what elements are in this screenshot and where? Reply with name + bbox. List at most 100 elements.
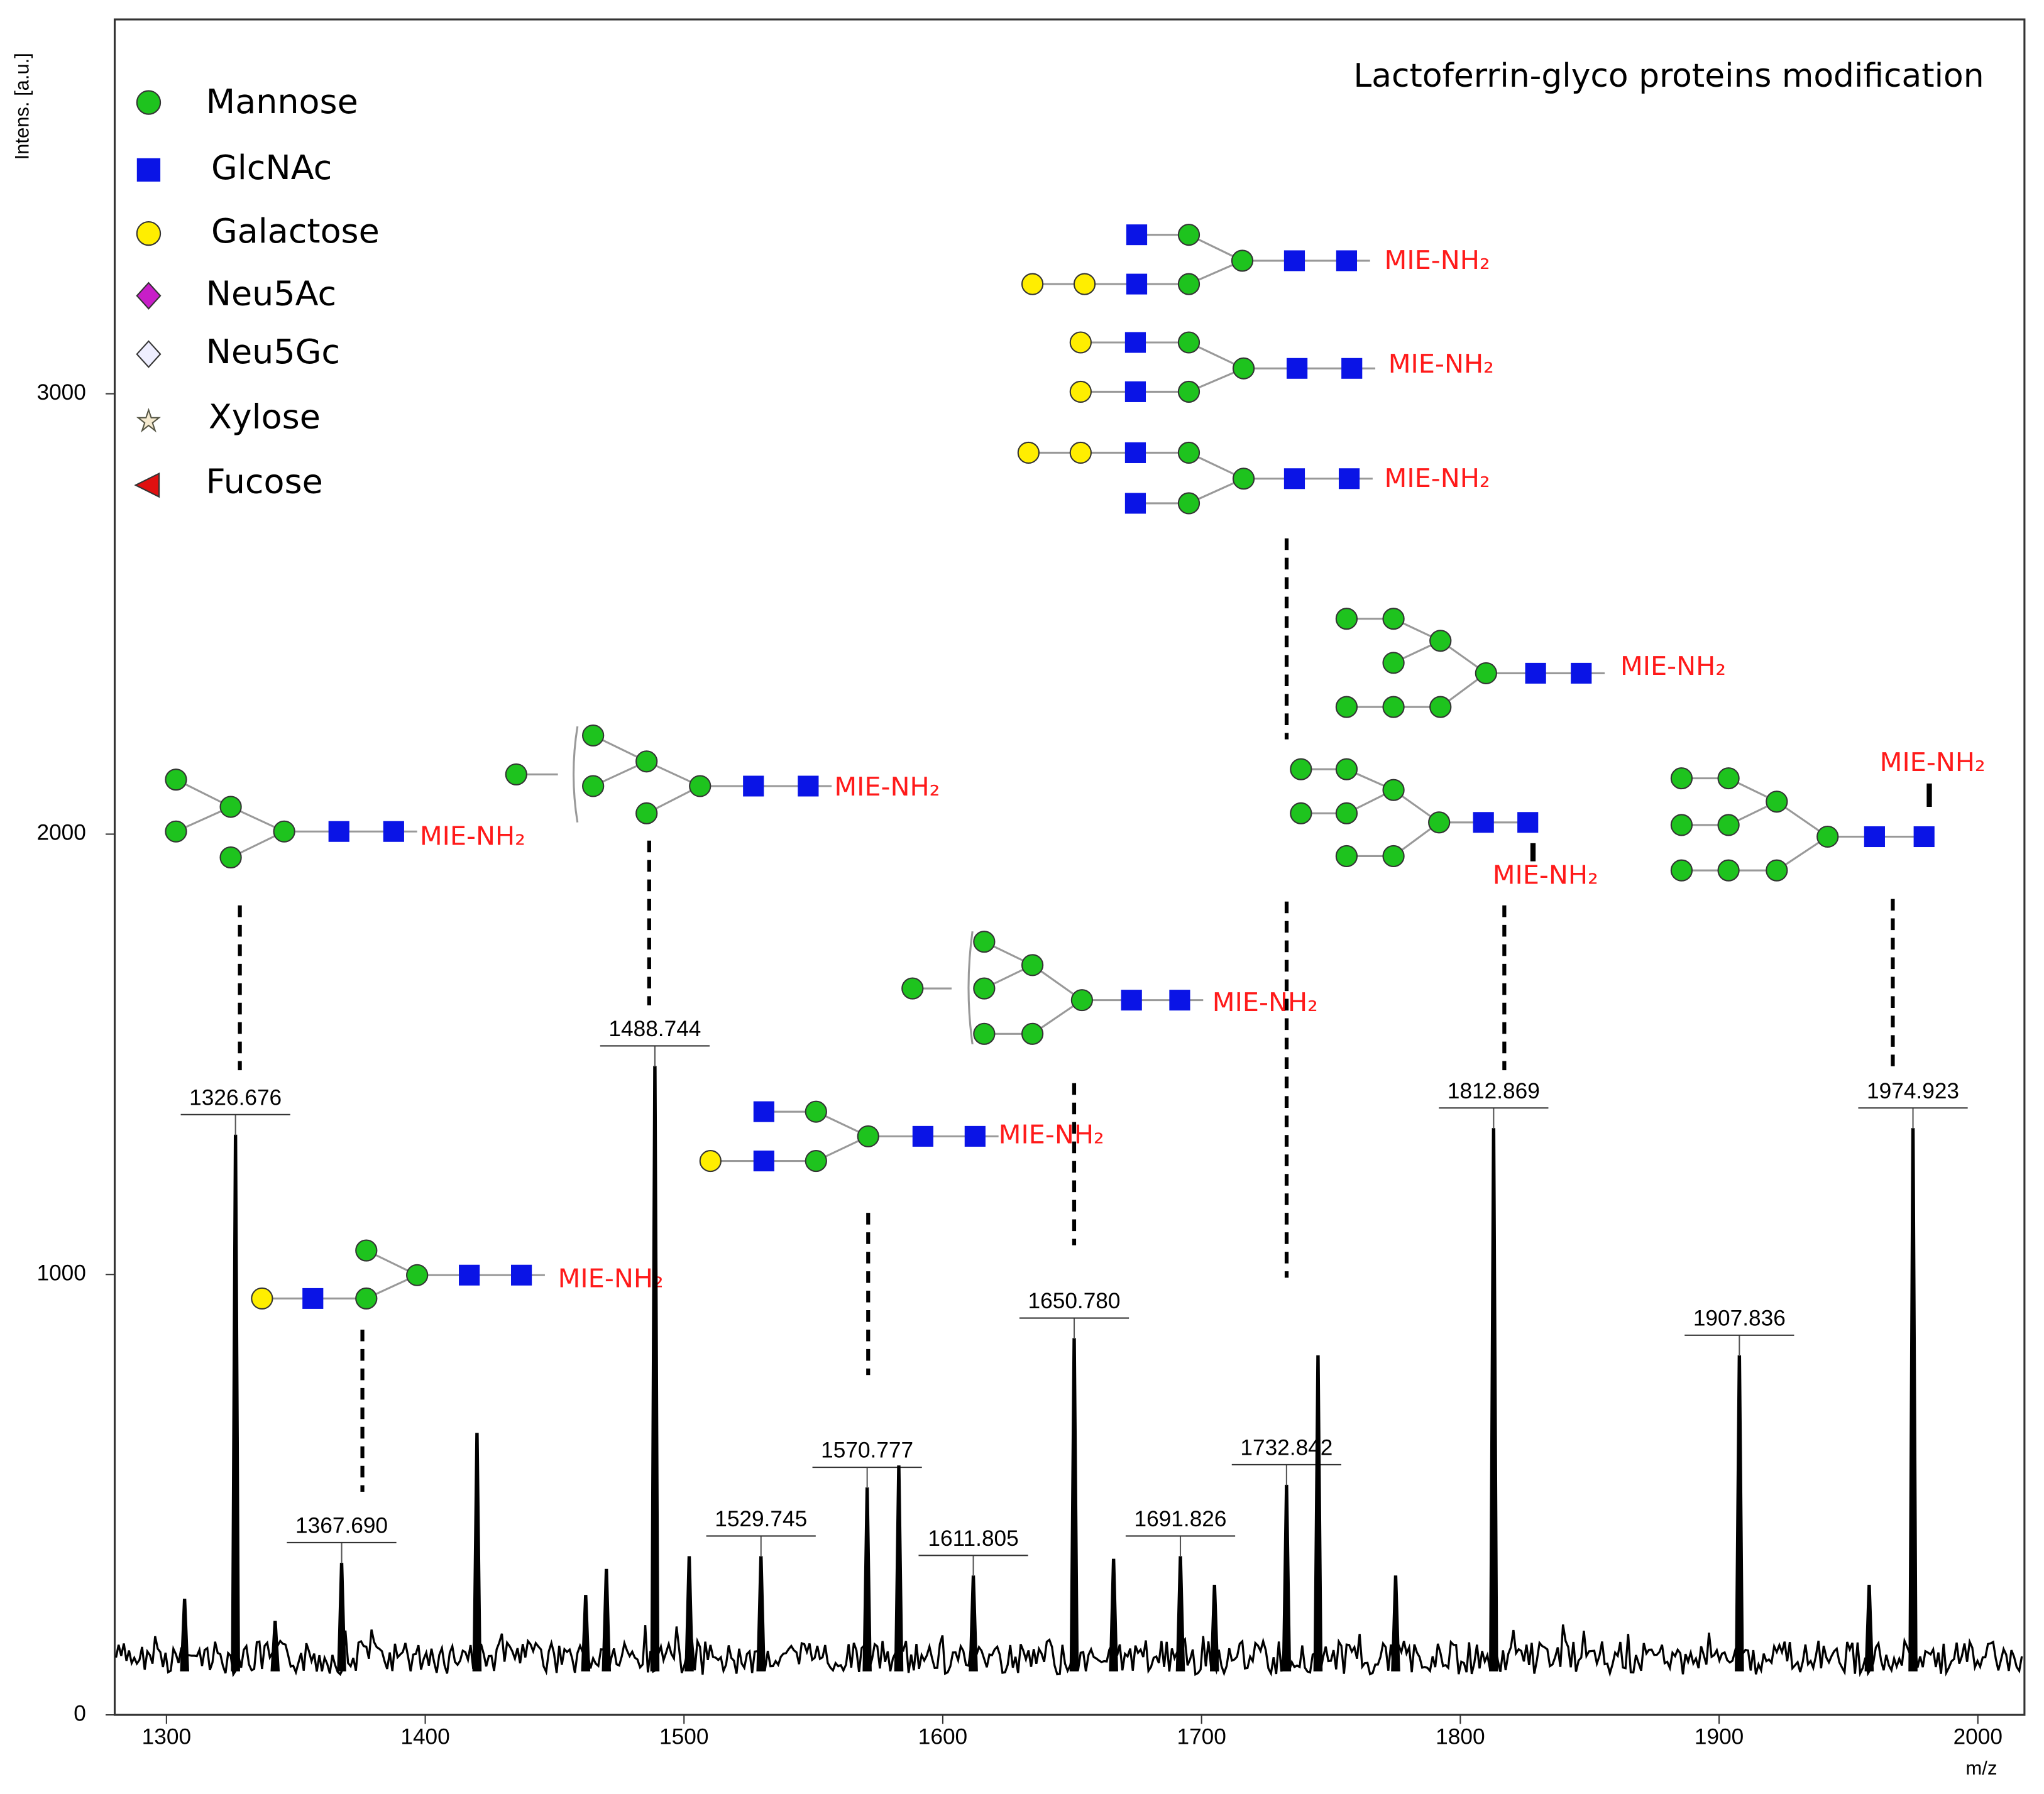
legend-label: Fucose bbox=[206, 462, 323, 501]
glcnac bbox=[1121, 990, 1142, 1011]
mannose bbox=[1290, 802, 1312, 824]
glcnac bbox=[1336, 250, 1358, 271]
glcnac bbox=[1124, 381, 1146, 402]
mannose bbox=[273, 820, 295, 843]
glycan-annotation: MIE-NH₂ bbox=[558, 1264, 664, 1294]
peak bbox=[862, 1487, 872, 1671]
mannose bbox=[973, 1022, 996, 1045]
plot-frame bbox=[113, 18, 2026, 1716]
galactose bbox=[1069, 441, 1092, 464]
peak bbox=[756, 1556, 766, 1671]
glycan-structures: MIE-NH₂ MIE-NH₂ MIE-NH₂ MIE-NH₂ MIE-NH₂ MIE-N… bbox=[165, 224, 1986, 1492]
mannose bbox=[1021, 954, 1044, 976]
mannose bbox=[406, 1264, 429, 1286]
glycan-annotation: MIE-NH₂ bbox=[1385, 245, 1490, 275]
mannose bbox=[1382, 779, 1405, 801]
glcnac bbox=[1864, 826, 1885, 848]
galactose bbox=[1069, 331, 1092, 354]
mannose bbox=[1382, 845, 1405, 868]
mannose bbox=[1335, 696, 1358, 718]
mannose bbox=[1382, 652, 1405, 674]
mannose bbox=[1177, 331, 1201, 354]
peak-label: 1488.744 bbox=[608, 1017, 701, 1041]
glcnac bbox=[753, 1101, 774, 1122]
peak bbox=[1908, 1128, 1918, 1671]
glycan-bracket bbox=[573, 726, 579, 823]
mannose bbox=[1717, 814, 1740, 836]
mannose bbox=[973, 977, 996, 1000]
mannose bbox=[805, 1100, 827, 1123]
legend-label: Neu5Gc bbox=[206, 332, 340, 371]
glcnac bbox=[912, 1125, 933, 1147]
x-tick-label: 1900 bbox=[1695, 1725, 1744, 1749]
glcnac bbox=[1124, 493, 1146, 514]
glcnac bbox=[1169, 990, 1190, 1011]
legend-symbol bbox=[136, 408, 161, 433]
mannose bbox=[1766, 859, 1788, 882]
galactose bbox=[1073, 273, 1096, 295]
mannose bbox=[1290, 758, 1312, 780]
glcnac bbox=[1287, 358, 1308, 379]
glycan-annotation: MIE-NH₂ bbox=[1212, 987, 1318, 1017]
x-tick-label: 1600 bbox=[918, 1725, 967, 1749]
peak-label: 1326.676 bbox=[189, 1085, 282, 1110]
glcnac bbox=[743, 775, 764, 797]
mannose bbox=[1428, 811, 1451, 834]
peak bbox=[581, 1595, 591, 1671]
glcnac bbox=[1473, 812, 1494, 833]
glycan-bracket bbox=[967, 931, 974, 1045]
y-tick-label: 2000 bbox=[36, 821, 85, 845]
glcnac bbox=[328, 821, 349, 842]
mannose bbox=[805, 1150, 827, 1173]
glcnac bbox=[1124, 442, 1146, 463]
x-tick-label: 1500 bbox=[659, 1725, 708, 1749]
glcnac bbox=[383, 821, 404, 842]
mannose bbox=[1335, 802, 1358, 824]
peak bbox=[650, 1066, 660, 1671]
galactose bbox=[699, 1150, 722, 1173]
mannose bbox=[1382, 696, 1405, 718]
glcnac bbox=[1126, 224, 1148, 246]
glycan-annotation: MIE-NH₂ bbox=[1620, 651, 1726, 681]
y-tick-label: 3000 bbox=[36, 380, 85, 405]
mannose bbox=[1177, 492, 1201, 515]
mannose bbox=[1335, 608, 1358, 630]
mannose bbox=[1670, 767, 1693, 790]
peak bbox=[1864, 1584, 1874, 1671]
glycan-annotation: MIE-NH₂ bbox=[1385, 463, 1490, 493]
peak bbox=[1735, 1355, 1744, 1671]
mannose bbox=[1231, 249, 1254, 272]
peak bbox=[1109, 1558, 1118, 1671]
glcnac bbox=[1341, 358, 1363, 379]
peak bbox=[1209, 1584, 1219, 1671]
mannose bbox=[355, 1287, 378, 1310]
galactose bbox=[251, 1287, 273, 1310]
glycan-annotation: MIE-NH₂ bbox=[420, 821, 525, 851]
mannose bbox=[219, 796, 242, 818]
mannose bbox=[1429, 696, 1452, 718]
legend: Mannose GlcNAc Galactose Neu5Ac Neu5Gc X… bbox=[134, 82, 380, 501]
peak-label: 1529.745 bbox=[715, 1507, 807, 1531]
galactose bbox=[1069, 380, 1092, 403]
glcnac bbox=[1913, 826, 1935, 848]
x-tick-label: 1800 bbox=[1436, 1725, 1485, 1749]
peak bbox=[337, 1562, 346, 1671]
peak bbox=[231, 1134, 240, 1671]
galactose bbox=[1021, 273, 1044, 295]
glycan-annotation: MIE-NH₂ bbox=[1388, 349, 1494, 379]
peak bbox=[1391, 1575, 1400, 1671]
peak-label: 1812.869 bbox=[1448, 1079, 1540, 1103]
mannose bbox=[165, 820, 187, 843]
y-tick-label: 0 bbox=[74, 1701, 86, 1726]
peak-label: 1907.836 bbox=[1693, 1306, 1786, 1330]
mannose bbox=[635, 802, 658, 824]
peak bbox=[270, 1621, 280, 1671]
mannose bbox=[1335, 845, 1358, 868]
peak-label: 1570.777 bbox=[821, 1438, 913, 1463]
legend-label: GlcNAc bbox=[211, 148, 332, 187]
mannose bbox=[582, 724, 605, 747]
legend-symbol bbox=[136, 158, 161, 182]
legend-symbol bbox=[136, 340, 162, 368]
peak-label: 1367.690 bbox=[295, 1514, 388, 1538]
